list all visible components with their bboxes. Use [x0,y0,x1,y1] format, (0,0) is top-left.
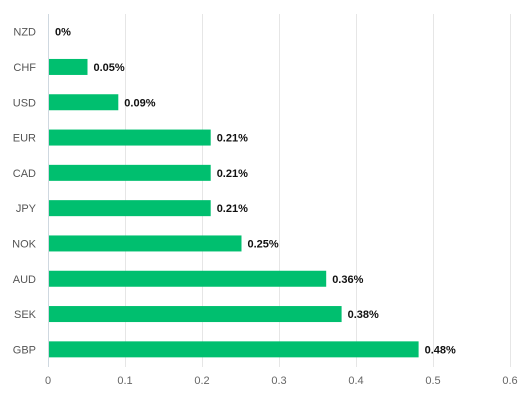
bar-cad [49,164,211,181]
category-label: USD [13,97,36,109]
category-label: NZD [13,27,36,39]
data-label: 0.21% [217,168,248,180]
gridlines [48,14,511,367]
bar-aud [49,270,327,287]
category-label: AUD [13,274,36,286]
data-label: 0.48% [425,344,456,356]
category-label: CHF [13,62,36,74]
x-tick-label: 0.5 [425,375,440,387]
bar-eur [49,129,211,146]
bar-sek [49,306,342,323]
data-label: 0.21% [217,203,248,215]
x-tick-label: 0.3 [271,375,286,387]
data-label: 0.25% [248,238,279,250]
data-label: 0.38% [348,309,379,321]
x-tick-label: 0.1 [117,375,132,387]
category-label: JPY [16,203,37,215]
category-labels: NZD CHF USD EUR CAD JPY NOK AUD SEK GBP [12,27,37,357]
data-labels: 0% 0.05% 0.09% 0.21% 0.21% 0.21% 0.25% 0.36% 0.3… [55,27,456,357]
data-label: 0.05% [94,62,125,74]
bar-nok [49,235,242,252]
x-tick-label: 0.4 [348,375,363,387]
bar-gbp [49,341,419,358]
x-tick-label: 0 [45,375,51,387]
category-label: NOK [12,238,37,250]
x-axis-ticks: 0 0.1 0.2 0.3 0.4 0.5 0.6 [45,375,518,387]
x-tick-label: 0.2 [194,375,209,387]
bar-usd [49,94,119,111]
data-label: 0.36% [332,274,363,286]
data-label: 0.09% [124,97,155,109]
bars [49,58,419,358]
x-tick-label: 0.6 [502,375,517,387]
category-label: CAD [13,168,36,180]
bar-chf [49,58,88,75]
data-label: 0.21% [217,133,248,145]
category-label: SEK [14,309,37,321]
category-label: GBP [13,344,36,356]
data-label: 0% [55,27,71,39]
bar-jpy [49,200,211,217]
category-label: EUR [13,133,36,145]
